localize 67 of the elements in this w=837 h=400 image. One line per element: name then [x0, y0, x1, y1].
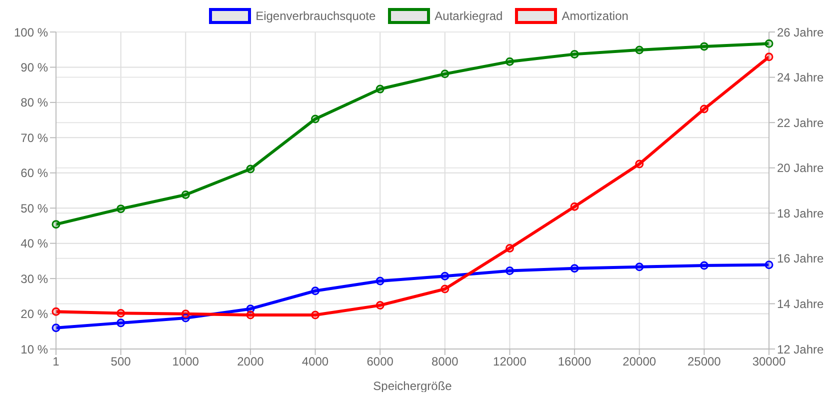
legend-label: Eigenverbrauchsquote	[256, 9, 376, 23]
point	[376, 301, 384, 310]
y-tick-label: 70 %	[20, 130, 48, 145]
point	[311, 114, 320, 124]
point	[570, 264, 579, 273]
y-tick-label: 80 %	[20, 96, 48, 110]
point	[505, 266, 514, 276]
y2-tick-label: 16 Jahre	[777, 252, 824, 266]
point	[635, 262, 644, 272]
point	[376, 276, 384, 286]
point	[505, 244, 514, 252]
x-tick-label: 1000	[172, 354, 200, 369]
point	[764, 39, 774, 48]
point	[635, 160, 644, 168]
x-tick-label: 4000	[302, 354, 329, 369]
point	[52, 220, 60, 229]
point	[700, 261, 708, 270]
y2-tick-label: 12 Jahre	[777, 342, 824, 356]
y-tick-label: 50 %	[20, 201, 48, 216]
y-tick-label: 10 %	[20, 342, 48, 356]
point	[116, 204, 126, 214]
x-tick-label: 16000	[558, 354, 592, 369]
point	[440, 284, 450, 294]
point	[440, 70, 450, 78]
x-tick-label: 2000	[237, 354, 264, 369]
point	[52, 324, 60, 332]
point	[764, 52, 774, 62]
y-tick-label: 40 %	[20, 236, 48, 251]
point	[505, 57, 514, 66]
x-tick-label: 6000	[366, 354, 394, 369]
point	[311, 286, 320, 296]
x-tick-label: 12000	[493, 354, 527, 369]
point	[246, 164, 255, 174]
y-tick-label: 100 %	[14, 25, 48, 40]
point	[440, 272, 450, 280]
point	[52, 307, 60, 316]
y2-tick-label: 24 Jahre	[777, 70, 824, 85]
point	[311, 310, 320, 320]
x-tick-label: 500	[110, 354, 132, 369]
x-tick-label: 25000	[687, 354, 722, 369]
y2-tick-label: 26 Jahre	[777, 25, 824, 40]
legend-label: Autarkiegrad	[434, 9, 503, 23]
point	[181, 190, 190, 199]
y2-tick-label: 20 Jahre	[777, 161, 824, 176]
y2-tick-label: 22 Jahre	[777, 116, 824, 130]
y-tick-label: 30 %	[20, 272, 48, 286]
x-tick-label: 1	[52, 354, 60, 369]
point	[700, 104, 708, 114]
point	[246, 310, 255, 320]
legend-label: Amortization	[562, 9, 628, 23]
point	[181, 310, 190, 318]
x-tick-label: 8000	[432, 354, 459, 369]
point	[764, 260, 774, 270]
y-tick-label: 20 %	[20, 307, 48, 322]
point	[116, 308, 126, 318]
y2-tick-label: 18 Jahre	[777, 206, 824, 220]
point	[570, 202, 579, 211]
point	[635, 46, 644, 54]
point	[570, 50, 579, 58]
point	[700, 42, 708, 51]
y-tick-label: 60 %	[20, 166, 48, 180]
point	[376, 84, 384, 94]
x-tick-label: 20000	[622, 354, 656, 369]
x-tick-label: 30000	[752, 354, 786, 369]
y2-tick-label: 14 Jahre	[777, 296, 824, 311]
y-tick-label: 90 %	[20, 60, 48, 74]
point	[116, 318, 126, 328]
